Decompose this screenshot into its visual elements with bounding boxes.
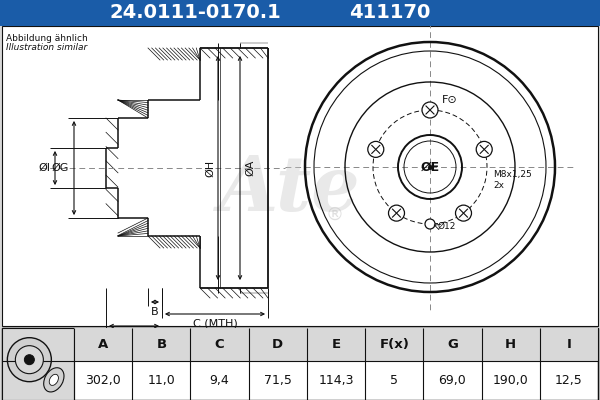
Text: C: C [215, 338, 224, 351]
Text: Ate: Ate [219, 153, 361, 227]
Text: Ø12: Ø12 [438, 222, 457, 230]
Text: H: H [505, 338, 516, 351]
Text: 11,0: 11,0 [148, 374, 175, 387]
Bar [0, 0, 600, 26]
Text: ØH: ØH [205, 160, 215, 176]
Text: 2x: 2x [493, 182, 504, 190]
Text: 190,0: 190,0 [493, 374, 529, 387]
Text: 24.0111-0170.1: 24.0111-0170.1 [109, 4, 281, 22]
Circle shape [16, 346, 43, 374]
Text: A: A [98, 338, 108, 351]
Text: ØA: ØA [245, 160, 255, 176]
Text: I: I [566, 338, 571, 351]
Text: 302,0: 302,0 [85, 374, 121, 387]
Circle shape [455, 205, 472, 221]
Text: F(x): F(x) [379, 338, 409, 351]
Text: 12,5: 12,5 [555, 374, 583, 387]
Circle shape [425, 219, 435, 229]
Text: 5: 5 [390, 374, 398, 387]
Circle shape [368, 141, 384, 157]
Text: C (MTH): C (MTH) [193, 319, 238, 329]
Text: Illustration similar: Illustration similar [6, 43, 87, 52]
Circle shape [422, 102, 438, 118]
Text: 114,3: 114,3 [318, 374, 354, 387]
Text: 411170: 411170 [349, 4, 431, 22]
Text: B: B [156, 338, 166, 351]
Text: G: G [447, 338, 458, 351]
Text: E: E [331, 338, 341, 351]
Text: ØG: ØG [52, 163, 68, 173]
Text: 69,0: 69,0 [439, 374, 466, 387]
Circle shape [25, 355, 34, 365]
Text: 9,4: 9,4 [209, 374, 229, 387]
Bar [2, 26, 598, 326]
Text: ØE: ØE [421, 160, 440, 174]
Text: M8x1,25: M8x1,25 [493, 170, 532, 180]
Bar [74, 328, 598, 361]
Ellipse shape [44, 368, 64, 392]
Text: D: D [130, 331, 138, 341]
Text: B: B [151, 307, 159, 317]
Text: Abbildung ähnlich: Abbildung ähnlich [6, 34, 88, 43]
Ellipse shape [49, 374, 58, 386]
Text: 71,5: 71,5 [264, 374, 292, 387]
Text: D: D [272, 338, 283, 351]
Text: ®: ® [326, 206, 344, 224]
Text: F⊙: F⊙ [442, 95, 458, 105]
Circle shape [7, 338, 52, 382]
Circle shape [388, 205, 404, 221]
Bar [2, 328, 74, 400]
Circle shape [476, 141, 492, 157]
Text: ØI: ØI [38, 163, 50, 173]
Bar [2, 328, 598, 400]
